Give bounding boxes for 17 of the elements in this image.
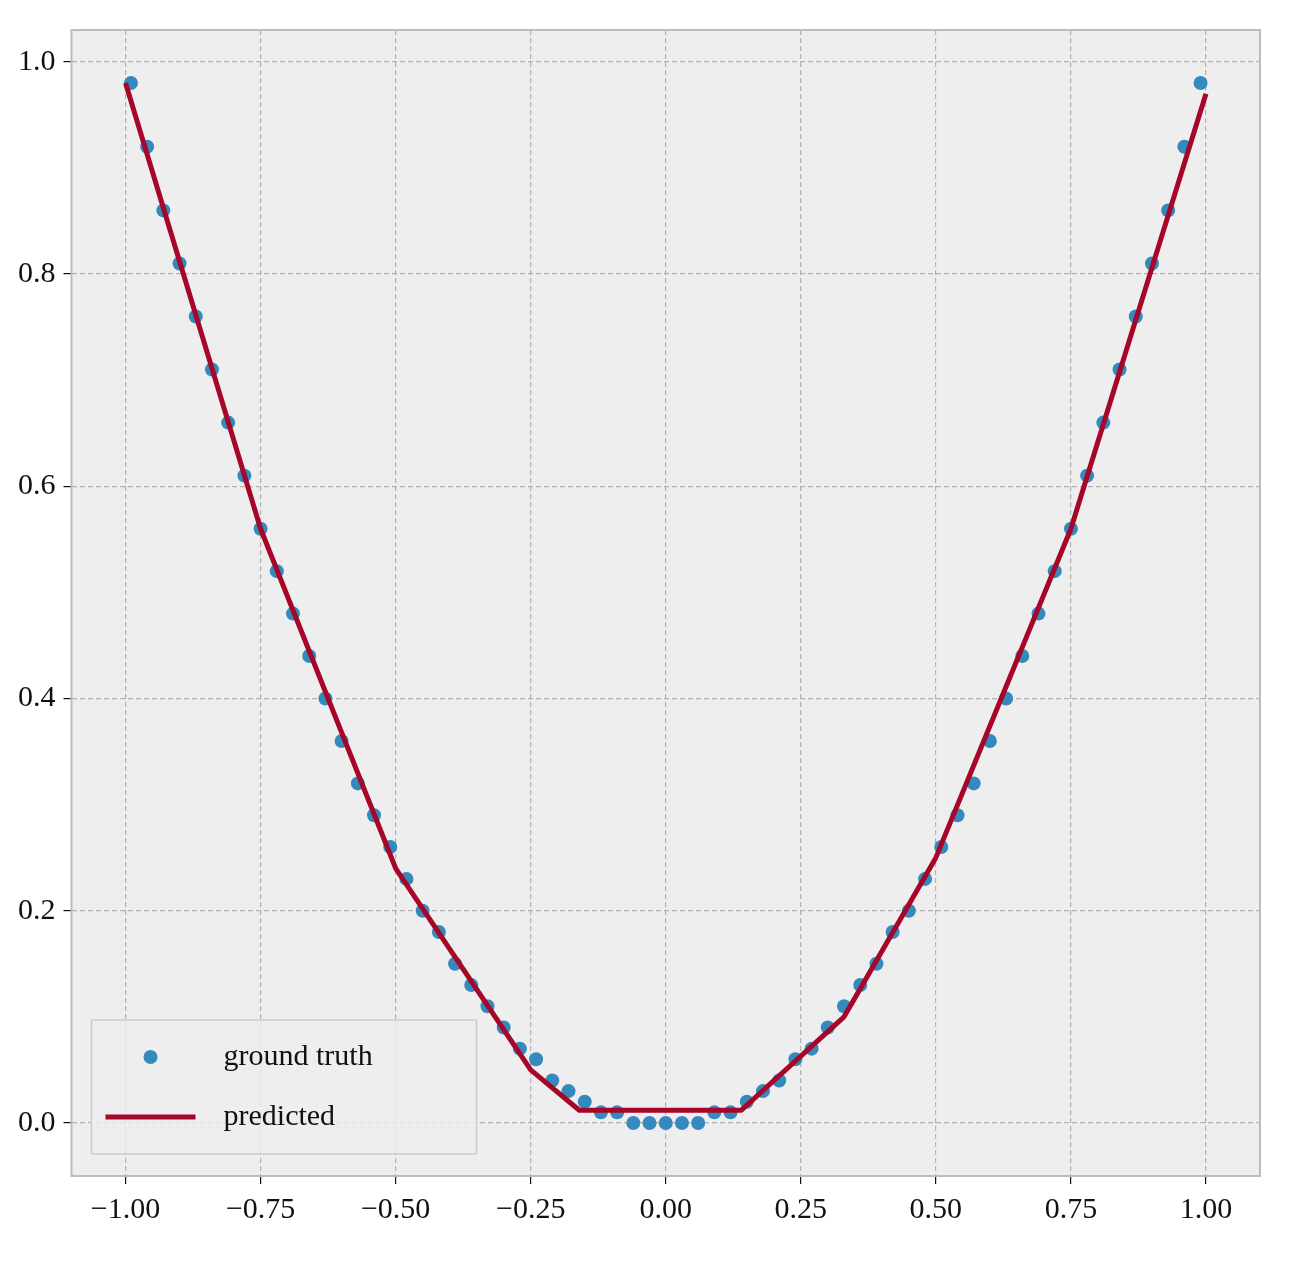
x-tick-label: −0.50 (360, 1190, 431, 1224)
y-tick-label: 0.6 (18, 467, 56, 501)
y-tick-label: 0.4 (18, 679, 56, 713)
legend-label: predicted (223, 1097, 336, 1131)
y-tick-label: 0.0 (18, 1103, 56, 1137)
x-tick-label: 1.00 (1179, 1190, 1233, 1224)
x-tick-label: 0.25 (774, 1190, 828, 1224)
legend-label: ground truth (223, 1037, 373, 1071)
y-tick-label: 0.2 (18, 891, 56, 925)
x-tick-label: 0.75 (1044, 1190, 1098, 1224)
y-tick-label: 0.8 (18, 254, 56, 288)
x-tick-label: 0.00 (639, 1190, 692, 1224)
x-tick-label: −0.75 (225, 1190, 296, 1224)
y-tick-label: 1.0 (18, 42, 56, 76)
x-tick-label: 0.50 (909, 1190, 963, 1224)
x-tick-label: −0.25 (495, 1190, 566, 1224)
x-tick-label: −1.00 (90, 1190, 161, 1224)
